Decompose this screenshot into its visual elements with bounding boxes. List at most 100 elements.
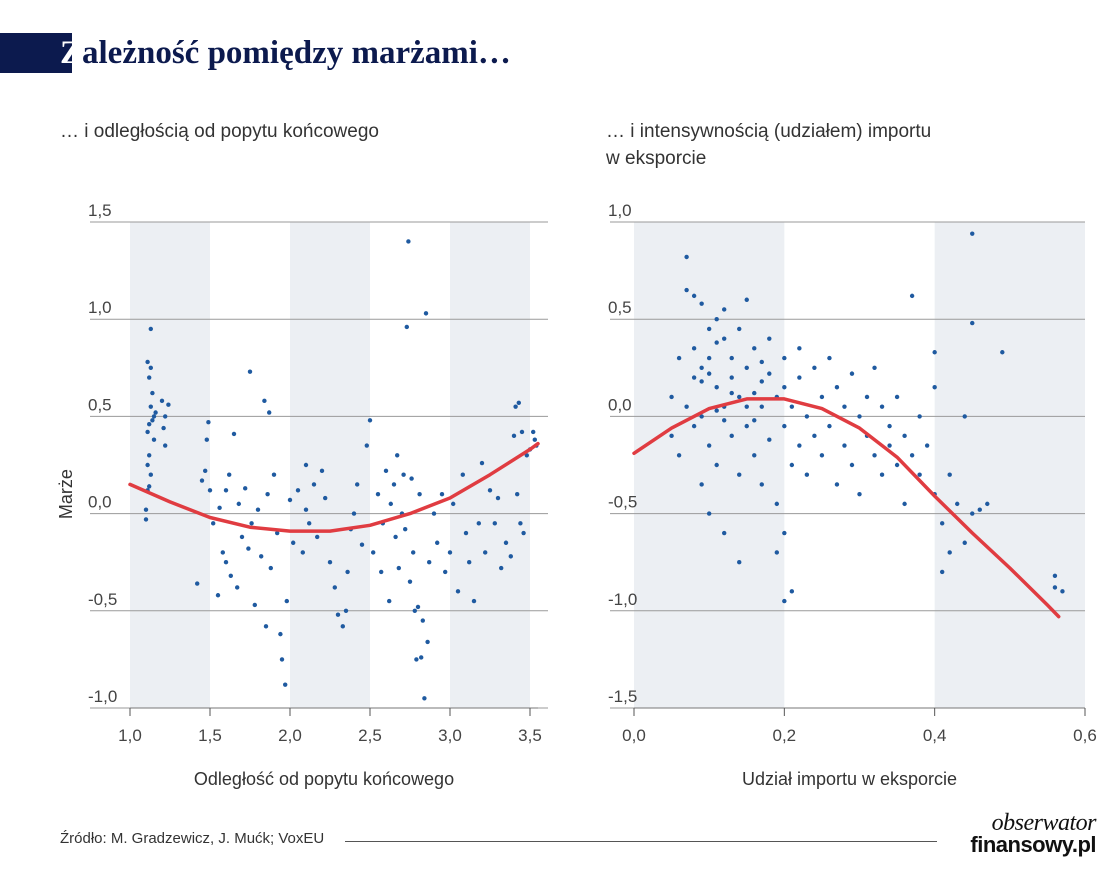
scatter-point [691,346,697,351]
x-axis-label: Udział importu w eksporcie [742,769,957,789]
scatter-point [262,398,267,404]
y-tick-label: -0,5 [88,590,117,609]
scatter-point [278,631,283,637]
scatter-point [228,573,233,579]
scatter-point [759,379,764,384]
scatter-point [782,423,787,429]
scatter-point [819,453,825,458]
scatter-point [148,404,153,409]
scatter-point [150,418,155,423]
scatter-point [834,482,840,487]
scatter-point [691,375,697,380]
scatter-point [515,491,520,497]
scatter-point [857,414,862,419]
scatter-point [239,534,245,540]
scatter-point [744,423,749,429]
scatter-point [147,453,152,458]
scatter-point [691,423,697,429]
scatter-point [1060,589,1065,594]
scatter-point [782,530,787,536]
scatter-point [909,293,915,299]
y-tick-label: 0,0 [608,395,632,414]
shaded-band-0 [634,222,785,708]
scatter-point [962,414,967,419]
scatter-point [223,488,229,493]
scatter-point [243,486,248,491]
right-scatter-panel: -1,5 -1,0 -0,5 0,0 0,5 1,0 0,0 0,2 0,4 0,6 Udział … [608,201,1097,789]
scatter-point [159,398,165,404]
scatter-point [744,365,749,370]
y-tick-label: -1,5 [608,687,637,706]
scatter-point [268,565,273,571]
logo-line-1: obserwator [991,810,1097,836]
y-tick-label: 0,5 [88,395,112,414]
source-divider [345,841,937,842]
shaded-band-1 [290,222,370,708]
scatter-point [388,501,393,507]
title-rest: ależność pomiędzy marżami… [82,35,511,71]
shaded-band-1 [934,222,1085,708]
scatter-point [393,534,398,540]
scatter-point [145,429,150,435]
scatter-point [359,542,365,547]
scatter-point [970,231,975,236]
scatter-point [195,581,200,586]
scatter-point [499,565,504,571]
scatter-point [767,371,772,376]
scatter-point [283,682,288,687]
scatter-point [789,589,795,594]
scatter-point [722,530,727,536]
scatter-point [503,540,509,545]
scatter-point [917,414,922,419]
scatter-point [311,482,317,487]
scatter-point [148,472,153,477]
scatter-point [211,521,216,526]
y-tick-label: 1,0 [88,298,112,317]
scatter-point [463,530,469,536]
scatter-point [387,598,392,604]
scatter-point [947,550,952,555]
scatter-point [443,569,448,575]
scatter-point [894,462,900,468]
scatter-point [467,560,472,565]
scatter-point [513,404,518,409]
scatter-point [327,560,333,565]
scatter-point [879,404,885,409]
scatter-point [199,478,205,483]
shaded-band-0 [130,222,210,708]
scatter-point [699,301,704,306]
scatter-point [364,443,369,448]
scatter-point [451,501,456,507]
scatter-point [532,437,537,442]
scatter-point [970,320,975,326]
publisher-logo: obserwator finansowy.pl [946,810,1097,856]
scatter-point [706,355,712,361]
scatter-point [246,546,251,551]
scatter-point [894,394,900,400]
scatter-point [422,696,427,701]
scatter-point [699,482,704,487]
scatter-point [323,495,328,501]
scatter-point [247,369,253,374]
scatter-point [819,394,825,400]
scatter-point [223,560,229,565]
scatter-point [163,443,168,448]
scatter-point [355,482,360,487]
scatter-point [722,307,727,312]
scatter-point [706,326,712,332]
scatter-point [699,365,704,370]
scatter-point [752,453,757,458]
page-title: Zależność pomiędzy marżami… [60,32,511,74]
scatter-point [782,385,787,390]
scatter-point [435,540,440,545]
scatter-point [227,472,232,477]
scatter-point [804,472,810,477]
scatter-point [255,507,261,512]
y-tick-label: 1,0 [608,201,632,220]
scatter-point [207,488,213,493]
scatter-point [521,530,526,536]
x-tick-label: 1,5 [198,726,222,745]
scatter-point [479,460,485,466]
scatter-point [151,437,157,442]
scatter-point [409,476,414,481]
